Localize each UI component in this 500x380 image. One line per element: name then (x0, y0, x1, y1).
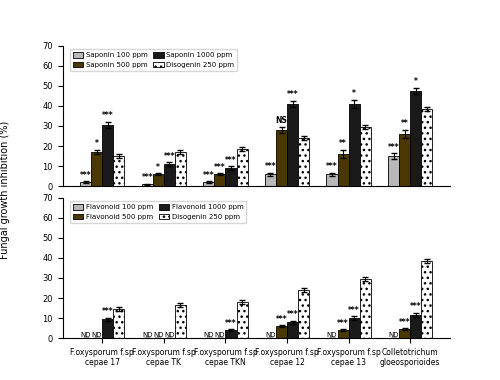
Bar (399, 329, 410, 338)
Bar (265, 174, 276, 186)
Bar (338, 154, 348, 186)
Bar (236, 302, 248, 338)
Text: ***: *** (287, 90, 298, 99)
Text: NS: NS (276, 116, 287, 125)
Bar (287, 104, 298, 186)
Bar (164, 164, 175, 186)
Bar (326, 174, 338, 186)
Text: ND: ND (214, 332, 225, 337)
Legend: Saponin 100 ppm, Saponin 500 ppm, Saponin 1000 ppm, Disogenin 250 ppm: Saponin 100 ppm, Saponin 500 ppm, Saponi… (70, 49, 237, 71)
Text: *: * (352, 89, 356, 98)
Bar (142, 184, 153, 186)
Bar (226, 168, 236, 186)
Text: ***: *** (164, 152, 175, 161)
Text: ***: *** (102, 111, 114, 120)
Bar (114, 156, 124, 186)
Bar (102, 319, 114, 338)
Text: ND: ND (327, 332, 338, 337)
Text: ***: *** (399, 318, 410, 326)
Bar (348, 318, 360, 338)
Bar (422, 109, 432, 186)
Text: *: * (156, 163, 160, 172)
Bar (399, 134, 410, 186)
Text: ***: *** (203, 171, 214, 180)
Bar (388, 156, 399, 186)
Bar (175, 152, 186, 186)
Text: ***: *** (388, 142, 400, 152)
Text: ***: *** (80, 171, 92, 180)
Text: ND: ND (265, 332, 276, 337)
Text: ND: ND (164, 332, 174, 337)
Text: ND: ND (204, 332, 214, 337)
Bar (410, 315, 422, 338)
Bar (102, 125, 114, 186)
Bar (348, 104, 360, 186)
Text: **: ** (401, 119, 408, 128)
Bar (298, 138, 309, 186)
Text: *: * (95, 139, 98, 149)
Bar (298, 290, 309, 338)
Bar (287, 322, 298, 338)
Text: ***: *** (142, 173, 153, 182)
Text: ND: ND (388, 332, 399, 337)
Bar (153, 174, 164, 186)
Bar (410, 91, 422, 186)
Bar (80, 182, 91, 186)
Text: ND: ND (153, 332, 164, 337)
Text: ***: *** (410, 302, 422, 312)
Bar (214, 174, 226, 186)
Bar (236, 149, 248, 186)
Text: ND: ND (142, 332, 152, 337)
Text: ND: ND (92, 332, 102, 337)
Bar (175, 305, 186, 338)
Text: ***: *** (214, 163, 226, 172)
Text: ***: *** (348, 306, 360, 315)
Bar (360, 279, 371, 338)
Text: Fungal growth inhibition (%): Fungal growth inhibition (%) (0, 121, 10, 259)
Bar (91, 152, 102, 186)
Bar (360, 127, 371, 186)
Text: ***: *** (287, 310, 298, 319)
Text: **: ** (339, 139, 347, 149)
Text: *: * (414, 77, 418, 86)
Bar (226, 330, 236, 338)
Text: ND: ND (80, 332, 91, 337)
Text: ***: *** (102, 307, 114, 316)
Bar (276, 326, 287, 338)
Text: ***: *** (276, 315, 287, 323)
Text: ***: *** (225, 318, 237, 328)
Text: ***: *** (326, 162, 338, 171)
Bar (204, 182, 214, 186)
Text: ***: *** (264, 162, 276, 171)
Bar (114, 309, 124, 338)
Bar (276, 130, 287, 186)
Bar (422, 261, 432, 338)
Text: ***: *** (338, 318, 349, 328)
Legend: Flavonoid 100 ppm, Flavonoid 500 ppm, Flavonoid 1000 ppm, Disogenin 250 ppm: Flavonoid 100 ppm, Flavonoid 500 ppm, Fl… (70, 201, 246, 223)
Text: ***: *** (225, 155, 237, 165)
Bar (338, 330, 348, 338)
